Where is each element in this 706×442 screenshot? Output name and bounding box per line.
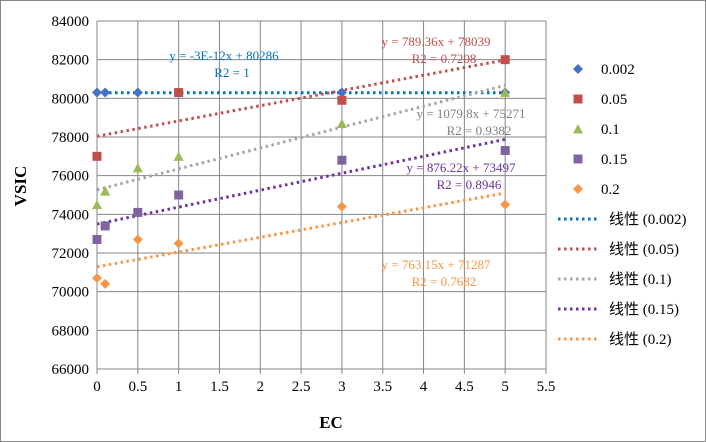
data-point-0.05 — [500, 55, 510, 65]
trendline-r2-0.1: R2 = 0.9382 — [447, 123, 512, 138]
data-point-0.2 — [336, 201, 347, 212]
legend: 0.002 0.05 0.1 0.15 0.2 线性 (0.002) 线性 (0.05) 线性… — [558, 62, 687, 348]
legend-trendline-label-0.05: 线性 (0.05) — [609, 241, 679, 258]
legend-label-0.002: 0.002 — [601, 62, 635, 78]
y-tick-label: 74000 — [52, 207, 90, 223]
y-tick-label: 84000 — [52, 14, 90, 30]
legend-label-0.05: 0.05 — [601, 92, 627, 108]
trendline-equation-0.05: y = 789.36x + 78039 — [382, 34, 491, 49]
x-tick-label: 3 — [338, 379, 346, 395]
x-tick-label: 2.5 — [292, 379, 311, 395]
legend-trendline-label-0.15: 线性 (0.15) — [609, 301, 679, 318]
x-tick-label: 2 — [257, 379, 265, 395]
trendline-equations: y = -3E-12x + 80286 R2 = 1 y = 789.36x + 7… — [169, 34, 525, 289]
data-point-0.002 — [92, 87, 102, 98]
data-point-0.05 — [92, 151, 102, 161]
data-points — [92, 55, 511, 289]
legend-trendline-label-0.1: 线性 (0.1) — [609, 271, 672, 288]
trendline-equation-0.1: y = 1079.8x + 75271 — [417, 106, 526, 121]
data-point-0.1 — [132, 162, 143, 173]
trendline-r2-0.15: R2 = 0.8946 — [437, 177, 502, 192]
data-point-0.15 — [92, 234, 102, 244]
data-point-0.05 — [174, 88, 184, 98]
trendlines — [96, 58, 506, 269]
trendline-r2-0.05: R2 = 0.7208 — [412, 51, 477, 66]
legend-marker-0.1 — [573, 124, 583, 134]
y-tick-label: 80000 — [52, 91, 90, 107]
data-point-0.1 — [100, 186, 111, 196]
x-tick-label: 1 — [175, 379, 183, 395]
trendline-r2-0.002: R2 = 1 — [214, 65, 250, 80]
y-tick-label: 76000 — [52, 169, 90, 185]
data-point-0.2 — [92, 273, 102, 284]
axes: 66000 68000 70000 72000 74000 76000 78000 80000… — [52, 14, 556, 395]
legend-marker-0.002 — [573, 64, 583, 74]
data-point-0.002 — [336, 87, 347, 98]
legend-marker-0.05 — [573, 94, 583, 104]
data-point-0.05 — [337, 95, 347, 105]
y-tick-label: 66000 — [52, 362, 90, 378]
data-point-0.1 — [336, 118, 347, 128]
y-tick-label: 72000 — [52, 246, 90, 262]
trendline-equation-0.2: y = 763.15x + 71287 — [382, 257, 491, 272]
data-point-0.15 — [337, 155, 347, 165]
gridlines — [96, 20, 547, 370]
x-tick-label: 0 — [93, 379, 101, 395]
trendline-equation-0.15: y = 876.22x + 73497 — [407, 160, 516, 175]
data-point-0.1 — [92, 199, 102, 210]
data-point-0.1 — [500, 87, 511, 98]
y-axis-title: VSIC — [11, 166, 30, 207]
x-tick-label: 0.5 — [128, 379, 147, 395]
legend-trendline-label-0.002: 线性 (0.002) — [609, 211, 687, 228]
data-point-0.1 — [173, 151, 184, 161]
trendline-0.1 — [96, 83, 506, 192]
legend-marker-0.15 — [573, 154, 583, 164]
x-tick-label: 5 — [501, 379, 509, 395]
data-point-0.2 — [100, 278, 111, 289]
legend-label-0.1: 0.1 — [601, 122, 620, 138]
legend-marker-0.2 — [573, 184, 583, 194]
y-tick-label: 68000 — [52, 323, 90, 339]
x-axis-title: EC — [319, 413, 343, 432]
x-tick-label: 4 — [420, 379, 428, 395]
data-point-0.15 — [133, 207, 143, 217]
data-point-0.15 — [500, 146, 510, 156]
legend-label-0.15: 0.15 — [601, 152, 627, 168]
legend-label-0.2: 0.2 — [601, 182, 620, 198]
data-point-0.002 — [132, 87, 143, 98]
legend-trendline-label-0.2: 线性 (0.2) — [609, 331, 672, 348]
y-tick-label: 78000 — [52, 130, 90, 146]
y-tick-label: 82000 — [52, 53, 90, 69]
x-tick-label: 5.5 — [537, 379, 556, 395]
data-point-0.2 — [500, 199, 511, 210]
data-point-0.002 — [100, 87, 111, 98]
data-point-0.2 — [132, 234, 143, 245]
data-point-0.2 — [173, 238, 184, 249]
trendline-r2-0.2: R2 = 0.7682 — [412, 274, 477, 289]
trendline-equation-0.002: y = -3E-12x + 80286 — [169, 48, 279, 63]
x-tick-label: 3.5 — [373, 379, 392, 395]
x-tick-label: 1.5 — [210, 379, 229, 395]
data-point-0.15 — [100, 221, 110, 231]
x-tick-label: 4.5 — [455, 379, 474, 395]
y-tick-label: 70000 — [52, 285, 90, 301]
data-point-0.15 — [174, 190, 184, 200]
